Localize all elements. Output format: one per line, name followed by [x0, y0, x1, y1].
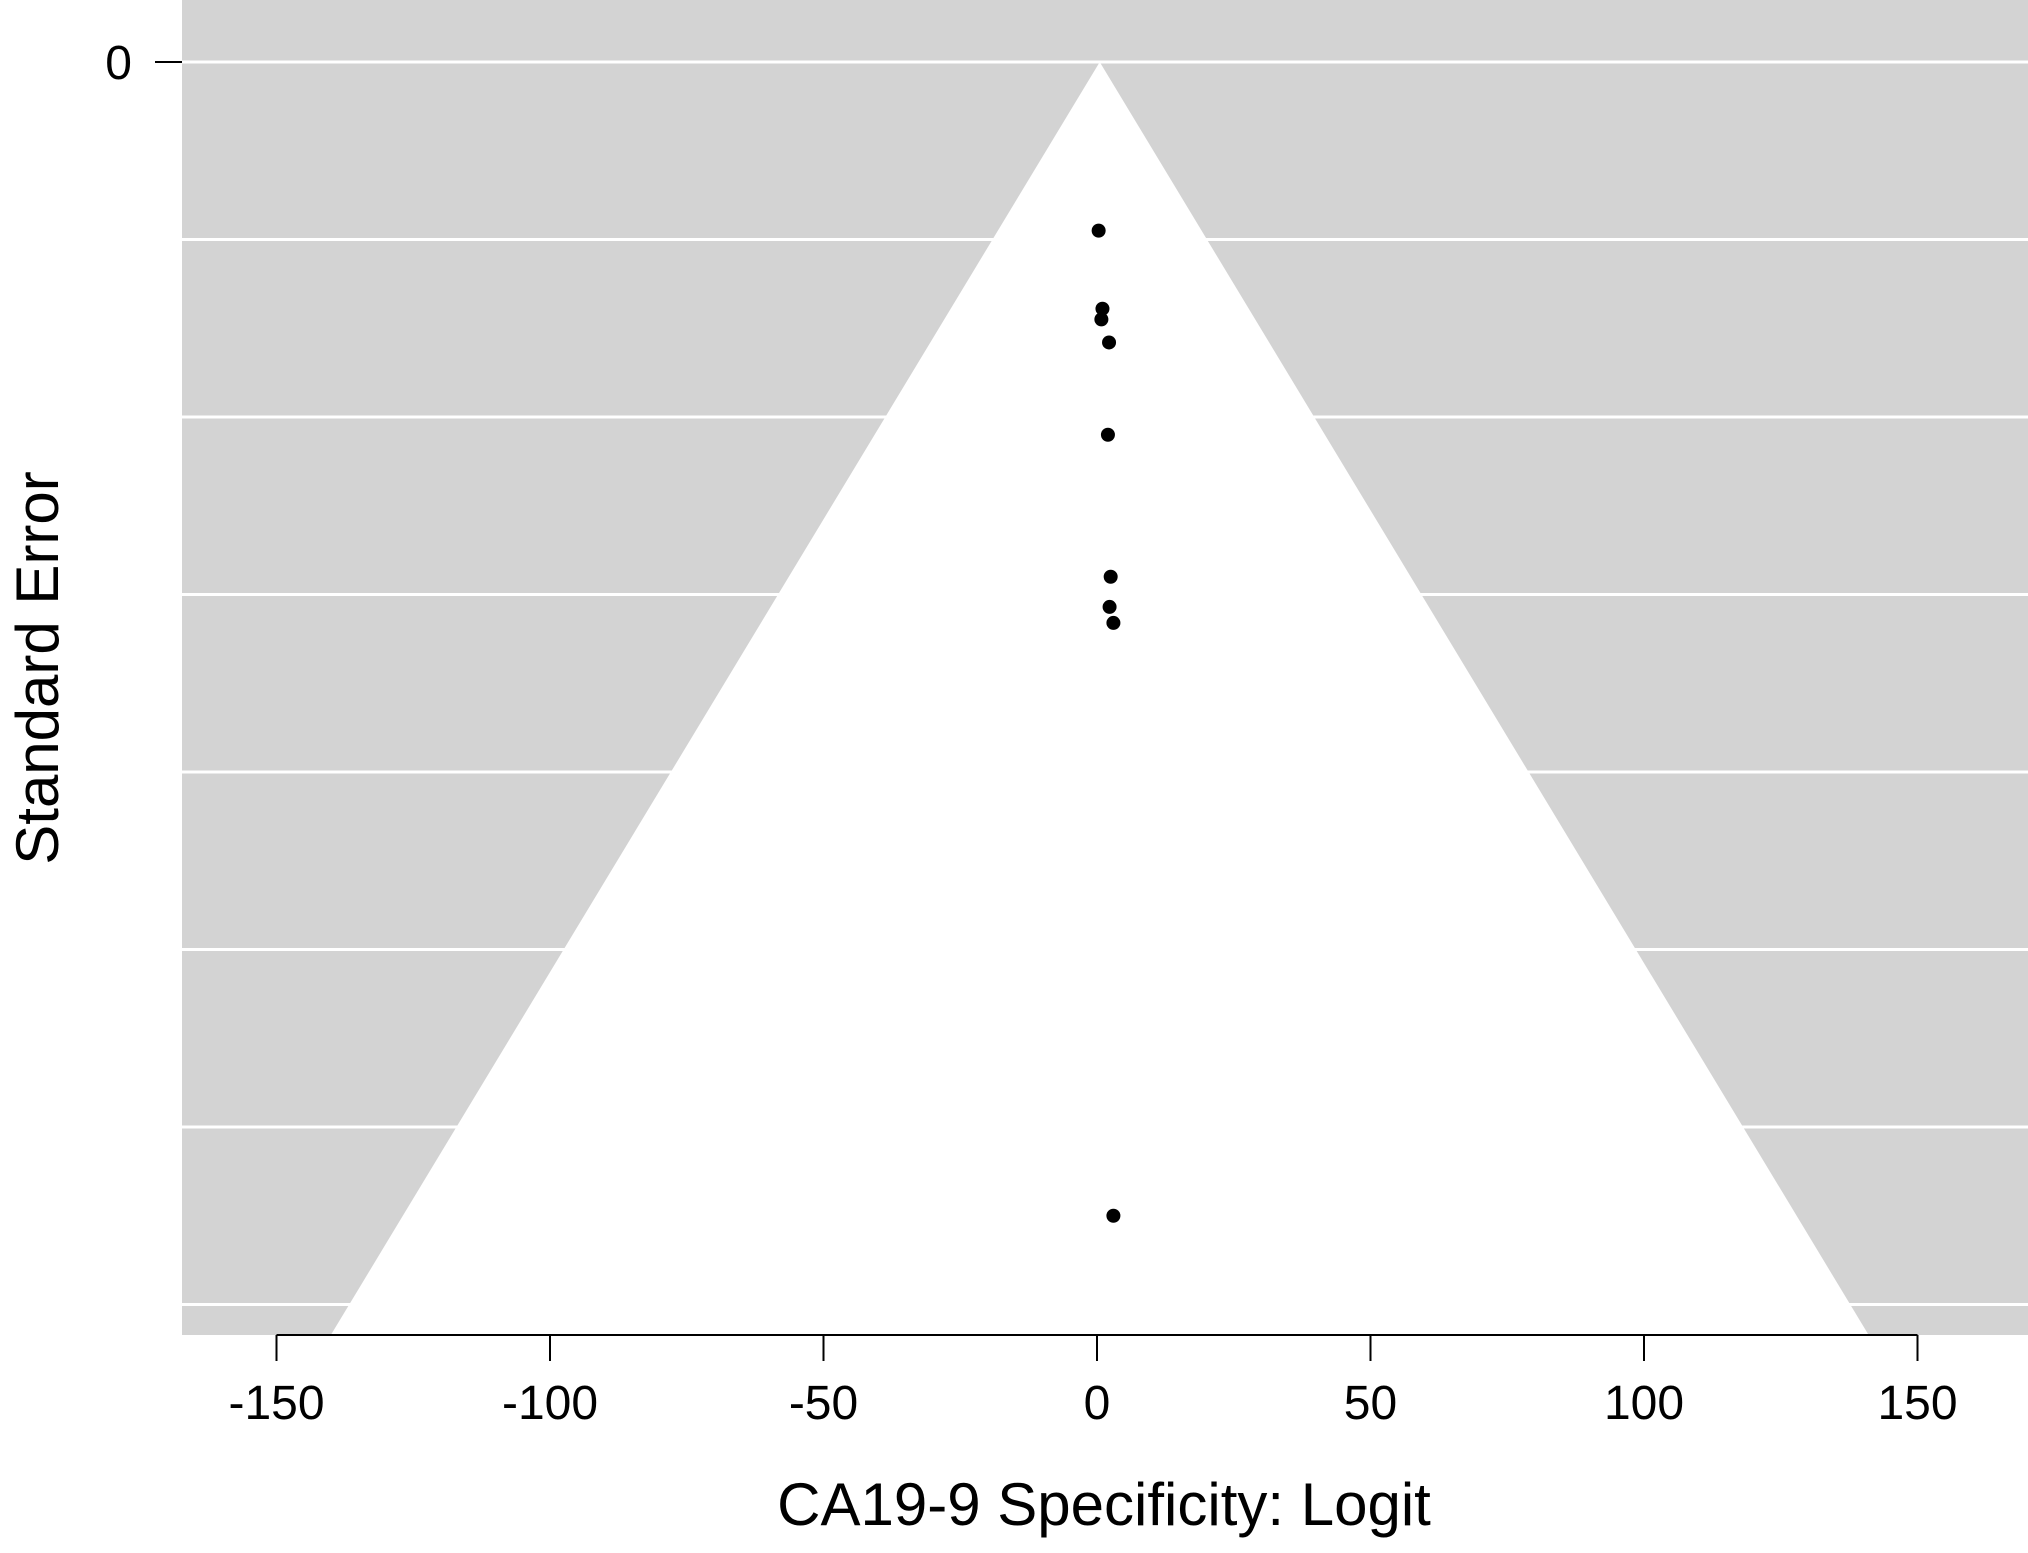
data-point	[1094, 312, 1109, 327]
data-point	[1095, 301, 1110, 316]
data-point	[1106, 615, 1121, 630]
x-tick-label: -100	[502, 1377, 598, 1430]
x-axis: -150 -100 -50 0 50 100 150	[228, 1334, 1958, 1430]
data-point	[1103, 569, 1118, 584]
funnel-region	[330, 62, 1869, 1335]
x-axis-title: CA19-9 Specificity: Logit	[777, 1471, 1431, 1538]
data-point	[1100, 427, 1115, 442]
y-tick-label: 0	[105, 37, 132, 90]
plot-area	[182, 0, 2028, 1335]
x-tick-label: -150	[228, 1377, 324, 1430]
data-point	[1091, 223, 1106, 238]
data-point	[1106, 1208, 1121, 1223]
data-point	[1102, 335, 1117, 350]
x-tick-label: 50	[1344, 1377, 1397, 1430]
x-tick-label: 0	[1084, 1377, 1111, 1430]
x-tick-label: -50	[789, 1377, 858, 1430]
y-axis: 0	[105, 37, 182, 90]
data-point	[1102, 599, 1117, 614]
x-tick-label: 100	[1604, 1377, 1684, 1430]
y-axis-title: Standard Error	[4, 471, 71, 865]
data-points	[1091, 223, 1121, 1223]
x-tick-label: 150	[1877, 1377, 1957, 1430]
